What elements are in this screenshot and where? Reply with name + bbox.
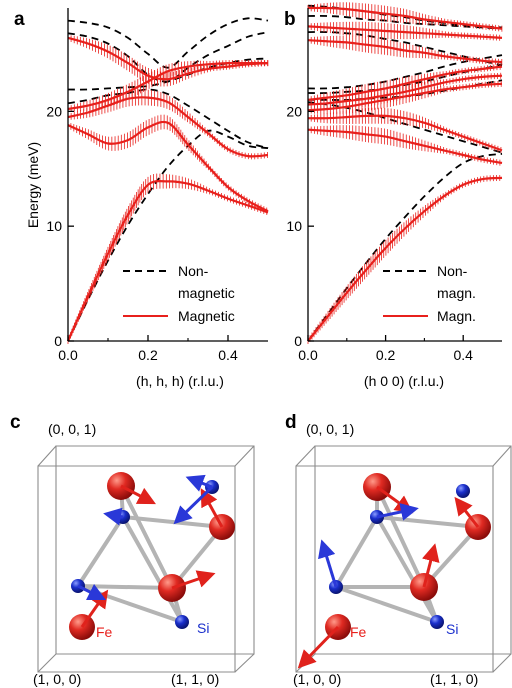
magnetic-error-bars: [307, 125, 501, 166]
y-tick-label: 0: [54, 333, 62, 349]
magnetic-error-bars: [307, 35, 503, 65]
moment-arrows-d: [297, 485, 480, 669]
x-tick-label: 0.2: [138, 347, 158, 363]
magnetic-error-bars: [67, 114, 268, 214]
magnetic-series-line: [66, 180, 269, 342]
nonmagnetic-series-line: [67, 31, 269, 83]
legend-b: Non- magn. Magn.: [383, 263, 476, 324]
coord-bottom-left-d: (1, 0, 0): [293, 671, 341, 687]
si-atom: [430, 615, 444, 629]
atom-label-si-c: Si: [197, 620, 209, 636]
x-tick-label: 0.2: [376, 347, 396, 363]
y-tick-label: 20: [286, 103, 302, 119]
si-atom: [175, 615, 189, 629]
si-atom: [456, 484, 470, 498]
panel-d: d (0, 0, 1): [285, 412, 512, 687]
magnetic-series-line: [307, 82, 503, 112]
x-axis-label-b: (h 0 0) (r.l.u.): [364, 373, 444, 389]
panel-c: c (0, 0, 1): [10, 412, 255, 687]
atom-label-fe-d: Fe: [350, 624, 367, 640]
legend-a: Non- magnetic Magnetic: [123, 263, 235, 324]
magnetic-error-bars: [67, 89, 268, 160]
legend-magn-text: Magn.: [437, 308, 476, 324]
atoms-c: [69, 472, 235, 640]
moment-arrows-c: [77, 474, 224, 628]
nonmagnetic-series-line: [67, 129, 269, 342]
legend-nonmagn-line1: Non-: [437, 263, 468, 279]
magnetic-series-line: [307, 176, 503, 342]
panel-letter-b: b: [284, 9, 296, 30]
magnetic-series-line: [67, 96, 269, 158]
nonmagnetic-series-line: [307, 15, 503, 30]
nonmagnetic-series-line: [307, 31, 503, 67]
nonmagnetic-series-line: [307, 152, 503, 342]
coord-top-d: (0, 0, 1): [306, 421, 354, 437]
y-tick-label: 10: [46, 218, 62, 234]
panel-b: b 0 10 20 0.0 0.2 0.4 (h 0 0) (r.l.u.) Non- m…: [284, 2, 503, 389]
nonmagnetic-series-line: [67, 17, 269, 69]
magnetic-error-bars: [307, 21, 501, 41]
magnetic-series-line: [67, 36, 269, 81]
plot-b: 0 10 20 0.0 0.2 0.4: [286, 2, 503, 363]
panel-letter-a: a: [14, 9, 25, 30]
coord-top-c: (0, 0, 1): [48, 421, 96, 437]
magnetic-series-line: [307, 25, 503, 39]
x-tick-label: 0.0: [58, 347, 78, 363]
legend-nonmagnetic-line2: magnetic: [178, 285, 235, 301]
atom-label-si-d: Si: [446, 621, 458, 637]
axes-frame: [67, 8, 268, 342]
legend-nonmagn-line2: magn.: [437, 285, 476, 301]
magnetic-series-line: [307, 65, 503, 101]
coord-bottom-left-c: (1, 0, 0): [33, 671, 81, 687]
panel-letter-c: c: [10, 412, 21, 433]
magnetic-series-line: [307, 6, 503, 30]
atom-label-fe-c: Fe: [96, 624, 113, 640]
panel-a: a 0 10 20 0.0 0.2 0.4 Energy (meV) (h, h, h) …: [14, 8, 269, 389]
coord-bottom-right-d: (1, 1, 0): [430, 671, 478, 687]
panel-letter-d: d: [285, 412, 297, 433]
y-axis-label: Energy (meV): [25, 142, 41, 228]
magnetic-series-line: [307, 39, 503, 64]
x-tick-label: 0.0: [298, 347, 318, 363]
magnetic-error-bars: [67, 173, 268, 344]
magnetic-error-bars: [67, 34, 269, 87]
coord-bottom-right-c: (1, 1, 0): [171, 671, 219, 687]
x-tick-label: 0.4: [453, 347, 473, 363]
nonmagnetic-series-line: [307, 54, 503, 90]
magnetic-series-line: [307, 114, 503, 152]
magnetic-series-line: [67, 120, 269, 213]
plot-a: 0 10 20 0.0 0.2 0.4: [46, 8, 269, 363]
axes-frame: [307, 8, 502, 342]
bonds-d: [334, 485, 480, 624]
unit-cell-box-c: [37, 445, 255, 673]
legend-magnetic-text: Magnetic: [178, 308, 235, 324]
x-axis-label-a: (h, h, h) (r.l.u.): [136, 373, 224, 389]
y-tick-label: 0: [294, 333, 302, 349]
magnetic-error-bars: [307, 174, 501, 344]
nonmagnetic-series-line: [307, 101, 503, 154]
magnetic-error-bars: [307, 2, 503, 32]
y-tick-label: 20: [46, 103, 62, 119]
legend-nonmagnetic-line1: Non-: [178, 263, 209, 279]
nonmagnetic-series-line: [67, 88, 269, 149]
y-tick-label: 10: [286, 218, 302, 234]
x-tick-label: 0.4: [218, 347, 238, 363]
unit-cell-box-d: [295, 445, 512, 673]
